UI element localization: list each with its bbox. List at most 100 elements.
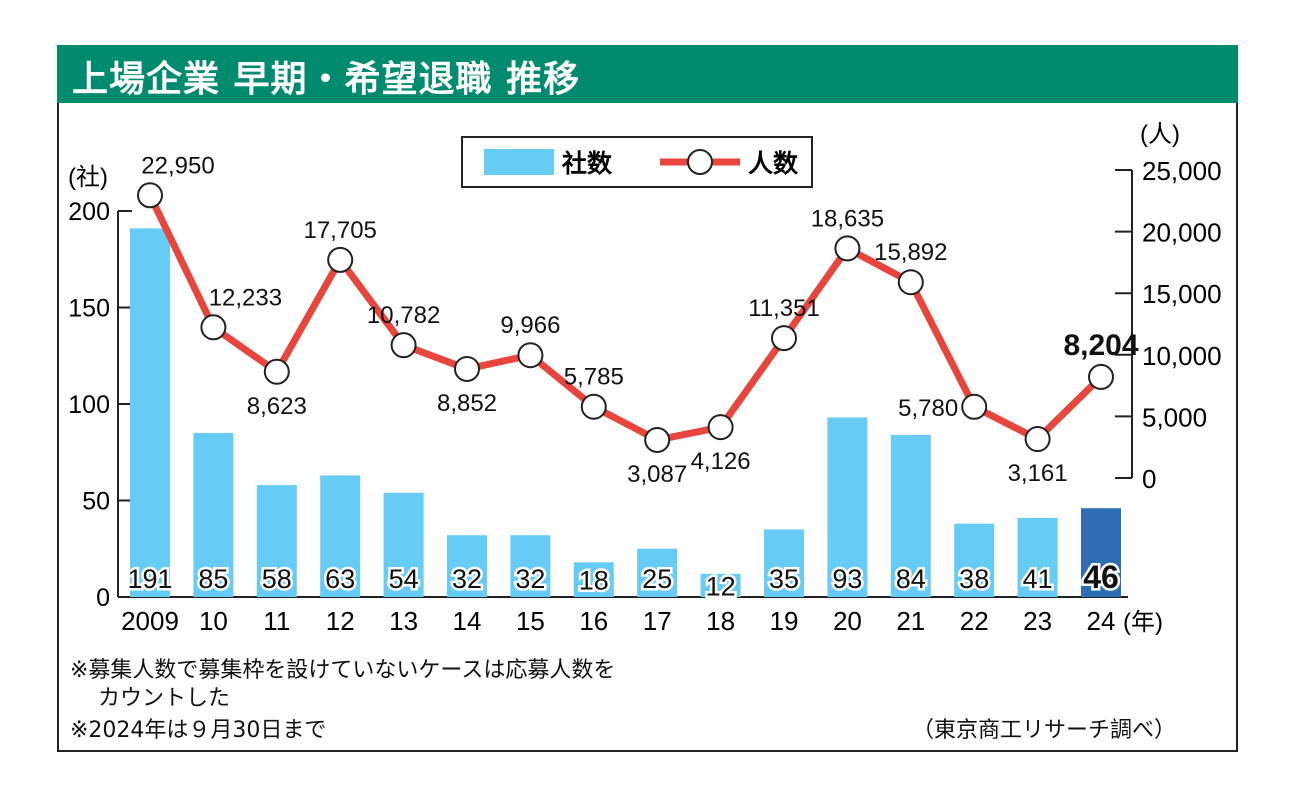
note-2: ※2024年は９月30日まで [70,718,327,743]
x-tick-label: 10 [199,606,228,636]
line-point-18 [707,414,734,441]
right-tick-label: 20,000 [1142,218,1222,248]
bar-value-label: 41 [1023,564,1053,594]
x-tick-label: 16 [579,606,608,636]
line-value-label: 4,126 [691,448,751,475]
x-tick-label: 17 [643,606,672,636]
x-tick-label: 2009 [121,606,179,636]
bar-17 [637,548,678,597]
line-value-label: 8,852 [437,390,497,417]
line-value-label: 8,204 [1063,329,1138,362]
line-value-label: 11,351 [748,295,820,322]
left-tick-label: 200 [68,198,110,226]
line-point-12 [327,246,354,273]
bar-value-label: 85 [198,564,228,594]
line-point-10 [200,314,227,341]
bar-11 [256,485,297,597]
x-axis-unit: (年) [1123,609,1163,636]
line-value-label: 5,780 [898,395,958,422]
bar-value-label: 32 [452,564,482,594]
source-note: （東京商工リサーチ調べ） [912,718,1177,743]
bar-19 [764,529,804,597]
bar-value-label: 38 [959,564,989,594]
bar-18 [700,573,741,597]
x-tick-label: 21 [896,606,925,636]
line-point-2009 [137,182,163,209]
line-value-label: 5,785 [564,364,624,391]
left-tick-label: 150 [68,295,110,323]
chart-title: 上場企業 早期・希望退職 推移 [72,59,581,100]
line-value-label: 9,966 [500,312,560,339]
bar-value-label: 84 [896,564,926,594]
note-1: ※募集人数で募集枠を設けていないケースは応募人数を [70,658,616,683]
bar-value-label: 35 [769,564,799,594]
line-value-label: 10,782 [367,302,440,329]
right-tick-label: 10,000 [1142,341,1222,371]
bar-value-label: 191 [127,564,172,594]
bar-value-label: 32 [515,564,545,594]
legend-line-marker [687,149,713,175]
line-point-21 [897,269,924,296]
line-point-17 [644,426,671,453]
line-value-label: 12,233 [209,284,282,311]
x-tick-label: 13 [389,606,418,636]
bar-value-label: 93 [832,564,862,594]
bar-value-label: 58 [262,564,292,594]
bar-14 [447,535,487,597]
right-tick-label: 0 [1142,464,1156,494]
x-tick-label: 24 [1087,606,1116,636]
right-axis-unit: (人) [1140,121,1180,148]
x-tick-label: 20 [833,606,862,636]
legend-label-bars: 社数 [562,149,613,178]
x-tick-label: 14 [453,606,482,636]
x-tick-label: 11 [263,606,290,636]
line-value-label: 17,705 [303,217,376,244]
left-tick-label: 50 [82,488,110,516]
line-value-label: 3,087 [627,461,687,488]
bar-13 [383,492,424,597]
line-point-16 [580,393,607,420]
line-value-label: 18,635 [811,205,884,232]
legend-bar-swatch [484,149,554,175]
legend-label-line: 人数 [748,150,799,178]
bar-23 [1017,517,1058,597]
note-1-cont: カウントした [98,686,231,711]
bar-12 [320,475,361,597]
bar-2009 [130,228,170,597]
bar-24 [1081,508,1121,597]
line-value-label: 15,892 [874,239,947,266]
line-value-label: 8,623 [247,393,307,420]
line-value-label: 22,950 [141,152,214,179]
line-point-20 [834,235,861,262]
bar-value-label: 63 [325,564,355,594]
bar-21 [890,434,931,597]
line-point-24 [1088,363,1114,390]
x-tick-label: 22 [960,606,989,636]
bar-16 [573,562,614,597]
x-tick-label: 19 [770,606,799,636]
bar-value-label: 25 [642,564,672,594]
bar-value-label: 12 [706,571,736,601]
line-point-11 [263,358,290,385]
left-tick-label: 0 [96,584,110,612]
x-tick-label: 18 [706,606,735,636]
x-tick-label: 15 [516,606,545,636]
bar-22 [954,523,995,597]
x-tick-label: 12 [326,606,355,636]
left-axis-unit: (社) [68,164,108,191]
bar-10 [193,432,234,597]
bar-value-label: 18 [579,566,609,596]
line-point-14 [454,355,480,382]
bar-value-label: 54 [389,564,419,594]
right-tick-label: 5,000 [1142,402,1207,432]
line-point-15 [517,342,544,369]
bar-15 [510,535,551,597]
line-series-人数 [146,193,1104,444]
bar-value-label: 46 [1083,559,1119,595]
left-tick-label: 100 [68,391,110,419]
title-bar [57,45,1238,103]
line-point-19 [771,325,797,352]
right-tick-label: 15,000 [1142,279,1222,309]
line-point-13 [390,332,417,359]
